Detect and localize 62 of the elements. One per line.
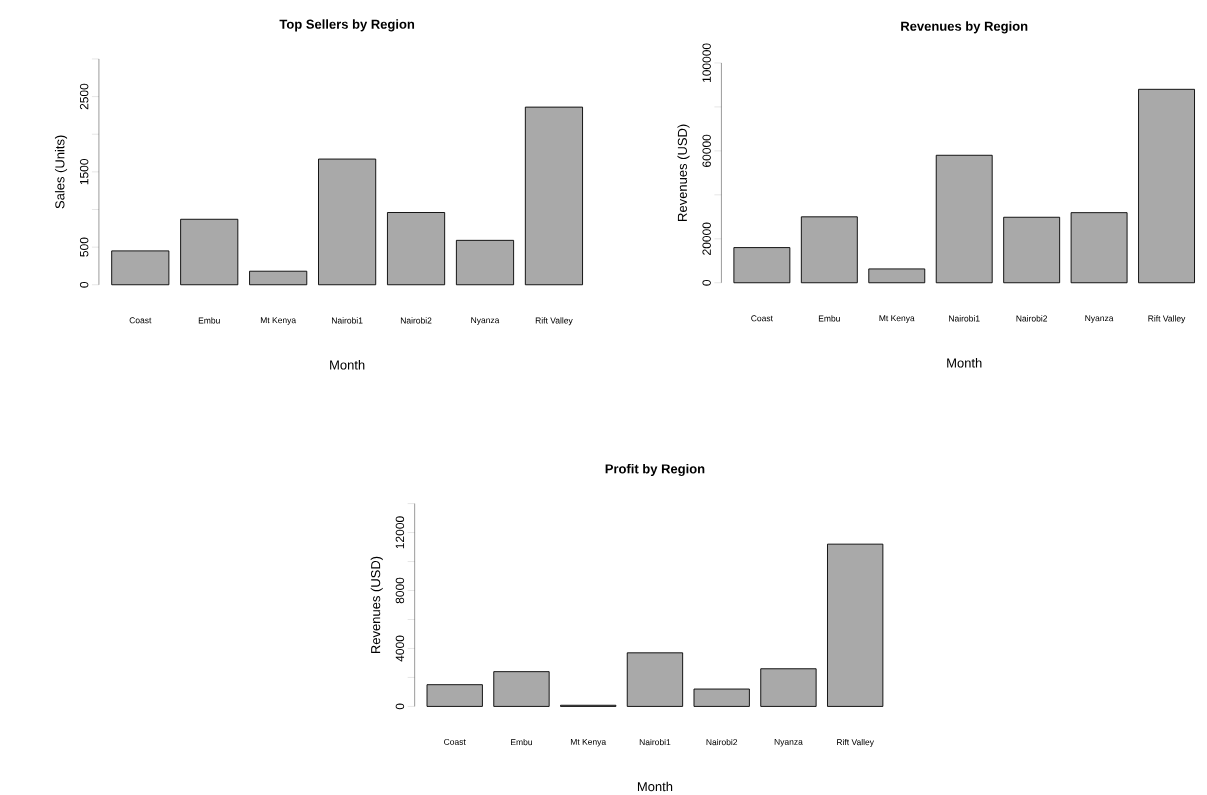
x-axis-title: Month bbox=[637, 781, 673, 792]
chart-title: Profit by Region bbox=[605, 463, 705, 476]
y-tick-label: 0 bbox=[702, 279, 711, 286]
x-tick-label: Embu bbox=[818, 315, 840, 322]
x-tick-label: Nairobi2 bbox=[1016, 315, 1048, 322]
x-tick-label: Coast bbox=[751, 315, 773, 322]
bar bbox=[868, 268, 926, 284]
x-tick-label: Rift Valley bbox=[837, 738, 874, 747]
bar bbox=[1003, 216, 1061, 284]
y-tick-label: 4000 bbox=[395, 635, 405, 662]
y-tick-label: 0 bbox=[79, 281, 89, 288]
x-tick-label: Nairobi1 bbox=[331, 317, 363, 324]
x-tick-label: Nairobi1 bbox=[949, 315, 980, 322]
x-axis-title: Month bbox=[947, 357, 982, 368]
x-tick-label: Mt Kenya bbox=[570, 738, 607, 747]
x-tick-label: Embu bbox=[511, 738, 532, 745]
chart-title: Revenues by Region bbox=[901, 21, 1028, 34]
bar bbox=[693, 688, 750, 707]
x-tick-label: Nyanza bbox=[1085, 315, 1114, 323]
y-tick-label: 12000 bbox=[395, 516, 405, 549]
bar bbox=[180, 218, 239, 286]
x-tick-label: Nairobi2 bbox=[706, 738, 738, 745]
y-tick-label: 1500 bbox=[79, 158, 89, 185]
x-tick-label: Coast bbox=[444, 738, 466, 745]
bar bbox=[827, 543, 884, 707]
bar bbox=[249, 270, 308, 286]
y-tick-label: 8000 bbox=[395, 577, 405, 604]
y-tick-label: 20000 bbox=[702, 222, 711, 255]
y-tick-label: 500 bbox=[79, 237, 89, 257]
bar bbox=[111, 250, 170, 286]
x-tick-label: Rift Valley bbox=[1148, 315, 1186, 324]
x-tick-label: Nyanza bbox=[774, 738, 803, 747]
x-axis-title: Month bbox=[330, 359, 365, 370]
y-axis-title: Sales (Units) bbox=[54, 135, 68, 209]
bar bbox=[493, 671, 550, 707]
y-tick-label: 2500 bbox=[79, 83, 89, 110]
y-axis-title: Revenues (USD) bbox=[677, 124, 690, 221]
x-tick-label: Nairobi2 bbox=[400, 317, 432, 324]
x-tick-label: Embu bbox=[198, 317, 220, 324]
chart-title: Top Sellers by Region bbox=[279, 19, 415, 32]
bar bbox=[524, 106, 583, 286]
x-tick-label: Nairobi1 bbox=[639, 738, 671, 745]
bar bbox=[426, 684, 483, 707]
bar bbox=[1138, 88, 1195, 284]
x-tick-label: Coast bbox=[129, 317, 152, 324]
x-tick-label: Rift Valley bbox=[535, 317, 573, 326]
bar bbox=[318, 158, 377, 286]
bar bbox=[455, 239, 515, 286]
bar bbox=[1070, 212, 1128, 284]
y-tick-label: 60000 bbox=[702, 134, 711, 167]
bar bbox=[386, 211, 446, 286]
bar bbox=[733, 246, 791, 284]
bar bbox=[626, 652, 684, 707]
x-tick-label: Mt Kenya bbox=[879, 315, 915, 323]
x-tick-label: Mt Kenya bbox=[260, 317, 297, 325]
bar bbox=[800, 216, 858, 284]
bar bbox=[935, 154, 993, 284]
y-axis-title: Revenues (USD) bbox=[370, 556, 383, 653]
y-tick-label: 100000 bbox=[702, 43, 711, 82]
y-tick-label: 0 bbox=[395, 703, 405, 710]
bar bbox=[760, 668, 817, 707]
x-tick-label: Nyanza bbox=[471, 317, 500, 325]
